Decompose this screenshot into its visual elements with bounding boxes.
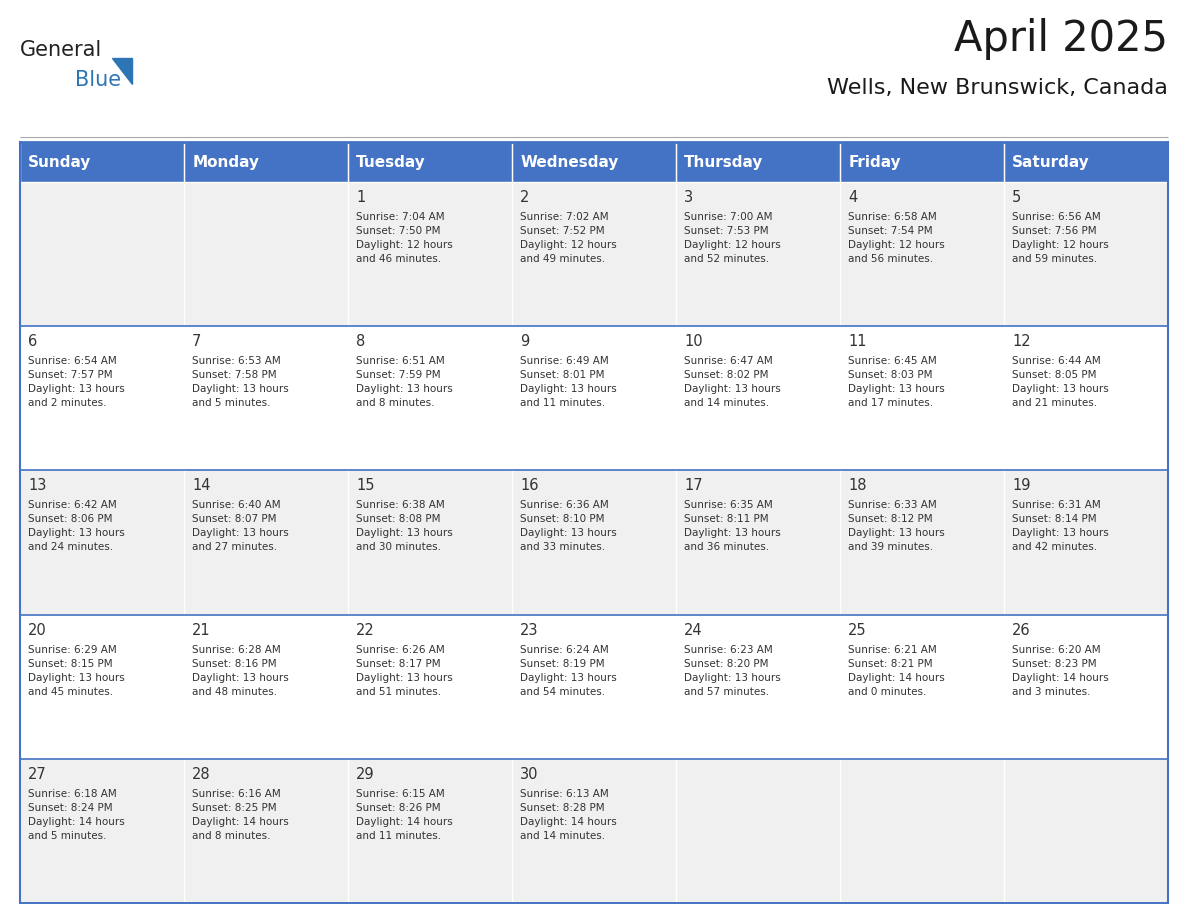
Text: 5: 5 — [1012, 190, 1022, 205]
Text: 18: 18 — [848, 478, 866, 493]
Text: 14: 14 — [192, 478, 210, 493]
Text: Sunrise: 6:54 AM
Sunset: 7:57 PM
Daylight: 13 hours
and 2 minutes.: Sunrise: 6:54 AM Sunset: 7:57 PM Dayligh… — [29, 356, 125, 409]
Text: Tuesday: Tuesday — [356, 154, 426, 170]
Text: Saturday: Saturday — [1012, 154, 1089, 170]
Text: 2: 2 — [520, 190, 530, 205]
Text: 24: 24 — [684, 622, 702, 638]
Text: 17: 17 — [684, 478, 702, 493]
Text: Wells, New Brunswick, Canada: Wells, New Brunswick, Canada — [827, 78, 1168, 98]
Text: Sunrise: 6:44 AM
Sunset: 8:05 PM
Daylight: 13 hours
and 21 minutes.: Sunrise: 6:44 AM Sunset: 8:05 PM Dayligh… — [1012, 356, 1108, 409]
Text: Wednesday: Wednesday — [520, 154, 619, 170]
Polygon shape — [112, 58, 132, 84]
Text: Sunrise: 6:36 AM
Sunset: 8:10 PM
Daylight: 13 hours
and 33 minutes.: Sunrise: 6:36 AM Sunset: 8:10 PM Dayligh… — [520, 500, 617, 553]
Text: Sunrise: 6:33 AM
Sunset: 8:12 PM
Daylight: 13 hours
and 39 minutes.: Sunrise: 6:33 AM Sunset: 8:12 PM Dayligh… — [848, 500, 944, 553]
Text: Sunrise: 6:15 AM
Sunset: 8:26 PM
Daylight: 14 hours
and 11 minutes.: Sunrise: 6:15 AM Sunset: 8:26 PM Dayligh… — [356, 789, 453, 841]
Text: Thursday: Thursday — [684, 154, 764, 170]
Text: 30: 30 — [520, 767, 538, 782]
Text: 1: 1 — [356, 190, 365, 205]
Text: Sunrise: 6:16 AM
Sunset: 8:25 PM
Daylight: 14 hours
and 8 minutes.: Sunrise: 6:16 AM Sunset: 8:25 PM Dayligh… — [192, 789, 289, 841]
Text: April 2025: April 2025 — [954, 18, 1168, 60]
Text: Sunrise: 6:49 AM
Sunset: 8:01 PM
Daylight: 13 hours
and 11 minutes.: Sunrise: 6:49 AM Sunset: 8:01 PM Dayligh… — [520, 356, 617, 409]
Text: Sunrise: 6:40 AM
Sunset: 8:07 PM
Daylight: 13 hours
and 27 minutes.: Sunrise: 6:40 AM Sunset: 8:07 PM Dayligh… — [192, 500, 289, 553]
Text: Monday: Monday — [192, 154, 259, 170]
Text: 4: 4 — [848, 190, 858, 205]
Text: Sunday: Sunday — [29, 154, 91, 170]
Text: Sunrise: 6:28 AM
Sunset: 8:16 PM
Daylight: 13 hours
and 48 minutes.: Sunrise: 6:28 AM Sunset: 8:16 PM Dayligh… — [192, 644, 289, 697]
Text: Sunrise: 6:13 AM
Sunset: 8:28 PM
Daylight: 14 hours
and 14 minutes.: Sunrise: 6:13 AM Sunset: 8:28 PM Dayligh… — [520, 789, 617, 841]
Bar — [20, 142, 184, 182]
Text: 26: 26 — [1012, 622, 1031, 638]
Text: 22: 22 — [356, 622, 374, 638]
Text: Sunrise: 6:29 AM
Sunset: 8:15 PM
Daylight: 13 hours
and 45 minutes.: Sunrise: 6:29 AM Sunset: 8:15 PM Dayligh… — [29, 644, 125, 697]
Text: 19: 19 — [1012, 478, 1030, 493]
Text: 21: 21 — [192, 622, 210, 638]
Text: Sunrise: 6:56 AM
Sunset: 7:56 PM
Daylight: 12 hours
and 59 minutes.: Sunrise: 6:56 AM Sunset: 7:56 PM Dayligh… — [1012, 212, 1108, 264]
Text: 13: 13 — [29, 478, 46, 493]
Text: Sunrise: 6:42 AM
Sunset: 8:06 PM
Daylight: 13 hours
and 24 minutes.: Sunrise: 6:42 AM Sunset: 8:06 PM Dayligh… — [29, 500, 125, 553]
Text: Sunrise: 7:00 AM
Sunset: 7:53 PM
Daylight: 12 hours
and 52 minutes.: Sunrise: 7:00 AM Sunset: 7:53 PM Dayligh… — [684, 212, 781, 264]
Text: Sunrise: 6:47 AM
Sunset: 8:02 PM
Daylight: 13 hours
and 14 minutes.: Sunrise: 6:47 AM Sunset: 8:02 PM Dayligh… — [684, 356, 781, 409]
Text: 25: 25 — [848, 622, 866, 638]
Text: Sunrise: 6:24 AM
Sunset: 8:19 PM
Daylight: 13 hours
and 54 minutes.: Sunrise: 6:24 AM Sunset: 8:19 PM Dayligh… — [520, 644, 617, 697]
Text: 11: 11 — [848, 334, 866, 349]
Bar — [840, 142, 1004, 182]
Text: 20: 20 — [29, 622, 46, 638]
Text: 3: 3 — [684, 190, 693, 205]
Bar — [20, 759, 1168, 903]
Text: 29: 29 — [356, 767, 374, 782]
Text: Sunrise: 7:04 AM
Sunset: 7:50 PM
Daylight: 12 hours
and 46 minutes.: Sunrise: 7:04 AM Sunset: 7:50 PM Dayligh… — [356, 212, 453, 264]
Bar — [676, 142, 840, 182]
Text: Sunrise: 6:45 AM
Sunset: 8:03 PM
Daylight: 13 hours
and 17 minutes.: Sunrise: 6:45 AM Sunset: 8:03 PM Dayligh… — [848, 356, 944, 409]
Text: 12: 12 — [1012, 334, 1031, 349]
Text: Sunrise: 6:21 AM
Sunset: 8:21 PM
Daylight: 14 hours
and 0 minutes.: Sunrise: 6:21 AM Sunset: 8:21 PM Dayligh… — [848, 644, 944, 697]
Text: 6: 6 — [29, 334, 37, 349]
Text: Sunrise: 6:35 AM
Sunset: 8:11 PM
Daylight: 13 hours
and 36 minutes.: Sunrise: 6:35 AM Sunset: 8:11 PM Dayligh… — [684, 500, 781, 553]
Text: 28: 28 — [192, 767, 210, 782]
Bar — [348, 142, 512, 182]
Text: 23: 23 — [520, 622, 538, 638]
Text: Sunrise: 6:53 AM
Sunset: 7:58 PM
Daylight: 13 hours
and 5 minutes.: Sunrise: 6:53 AM Sunset: 7:58 PM Dayligh… — [192, 356, 289, 409]
Bar — [184, 142, 348, 182]
Bar — [20, 470, 1168, 614]
Text: 16: 16 — [520, 478, 538, 493]
Text: 27: 27 — [29, 767, 46, 782]
Text: 15: 15 — [356, 478, 374, 493]
Text: 9: 9 — [520, 334, 529, 349]
Text: Sunrise: 6:58 AM
Sunset: 7:54 PM
Daylight: 12 hours
and 56 minutes.: Sunrise: 6:58 AM Sunset: 7:54 PM Dayligh… — [848, 212, 944, 264]
Text: 8: 8 — [356, 334, 365, 349]
Text: Blue: Blue — [75, 70, 121, 90]
Bar — [20, 182, 1168, 326]
Text: Sunrise: 6:20 AM
Sunset: 8:23 PM
Daylight: 14 hours
and 3 minutes.: Sunrise: 6:20 AM Sunset: 8:23 PM Dayligh… — [1012, 644, 1108, 697]
Text: Sunrise: 7:02 AM
Sunset: 7:52 PM
Daylight: 12 hours
and 49 minutes.: Sunrise: 7:02 AM Sunset: 7:52 PM Dayligh… — [520, 212, 617, 264]
Text: Sunrise: 6:31 AM
Sunset: 8:14 PM
Daylight: 13 hours
and 42 minutes.: Sunrise: 6:31 AM Sunset: 8:14 PM Dayligh… — [1012, 500, 1108, 553]
Text: Sunrise: 6:18 AM
Sunset: 8:24 PM
Daylight: 14 hours
and 5 minutes.: Sunrise: 6:18 AM Sunset: 8:24 PM Dayligh… — [29, 789, 125, 841]
Text: Friday: Friday — [848, 154, 901, 170]
Bar — [20, 614, 1168, 759]
Text: 10: 10 — [684, 334, 702, 349]
Text: Sunrise: 6:38 AM
Sunset: 8:08 PM
Daylight: 13 hours
and 30 minutes.: Sunrise: 6:38 AM Sunset: 8:08 PM Dayligh… — [356, 500, 453, 553]
Text: 7: 7 — [192, 334, 202, 349]
Text: Sunrise: 6:23 AM
Sunset: 8:20 PM
Daylight: 13 hours
and 57 minutes.: Sunrise: 6:23 AM Sunset: 8:20 PM Dayligh… — [684, 644, 781, 697]
Text: Sunrise: 6:51 AM
Sunset: 7:59 PM
Daylight: 13 hours
and 8 minutes.: Sunrise: 6:51 AM Sunset: 7:59 PM Dayligh… — [356, 356, 453, 409]
Bar — [20, 326, 1168, 470]
Text: General: General — [20, 40, 102, 60]
Bar — [1004, 142, 1168, 182]
Bar — [512, 142, 676, 182]
Text: Sunrise: 6:26 AM
Sunset: 8:17 PM
Daylight: 13 hours
and 51 minutes.: Sunrise: 6:26 AM Sunset: 8:17 PM Dayligh… — [356, 644, 453, 697]
